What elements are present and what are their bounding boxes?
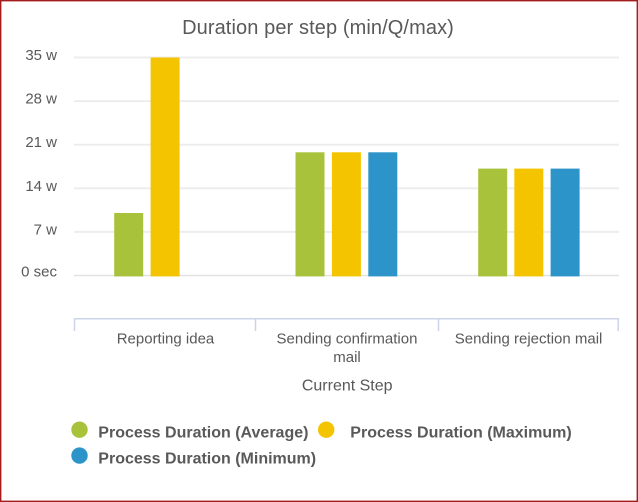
svg-text:28 w: 28 w xyxy=(25,91,57,108)
svg-text:Sending rejection mail: Sending rejection mail xyxy=(455,331,603,348)
svg-text:mail: mail xyxy=(333,349,361,366)
svg-text:14 w: 14 w xyxy=(25,178,57,195)
svg-text:21 w: 21 w xyxy=(25,134,57,151)
svg-text:0 sec: 0 sec xyxy=(21,263,57,280)
svg-text:Duration per step (min/Q/max): Duration per step (min/Q/max) xyxy=(182,17,454,39)
svg-text:35 w: 35 w xyxy=(25,47,57,64)
svg-text:Sending confirmation: Sending confirmation xyxy=(277,331,418,348)
svg-text:Process Duration (Maximum): Process Duration (Maximum) xyxy=(350,425,571,442)
svg-text:Reporting idea: Reporting idea xyxy=(117,331,215,348)
svg-text:7 w: 7 w xyxy=(34,221,58,238)
svg-text:Process Duration (Minimum): Process Duration (Minimum) xyxy=(98,451,316,468)
svg-text:Process Duration (Average): Process Duration (Average) xyxy=(98,425,308,442)
svg-text:Current Step: Current Step xyxy=(302,378,393,395)
